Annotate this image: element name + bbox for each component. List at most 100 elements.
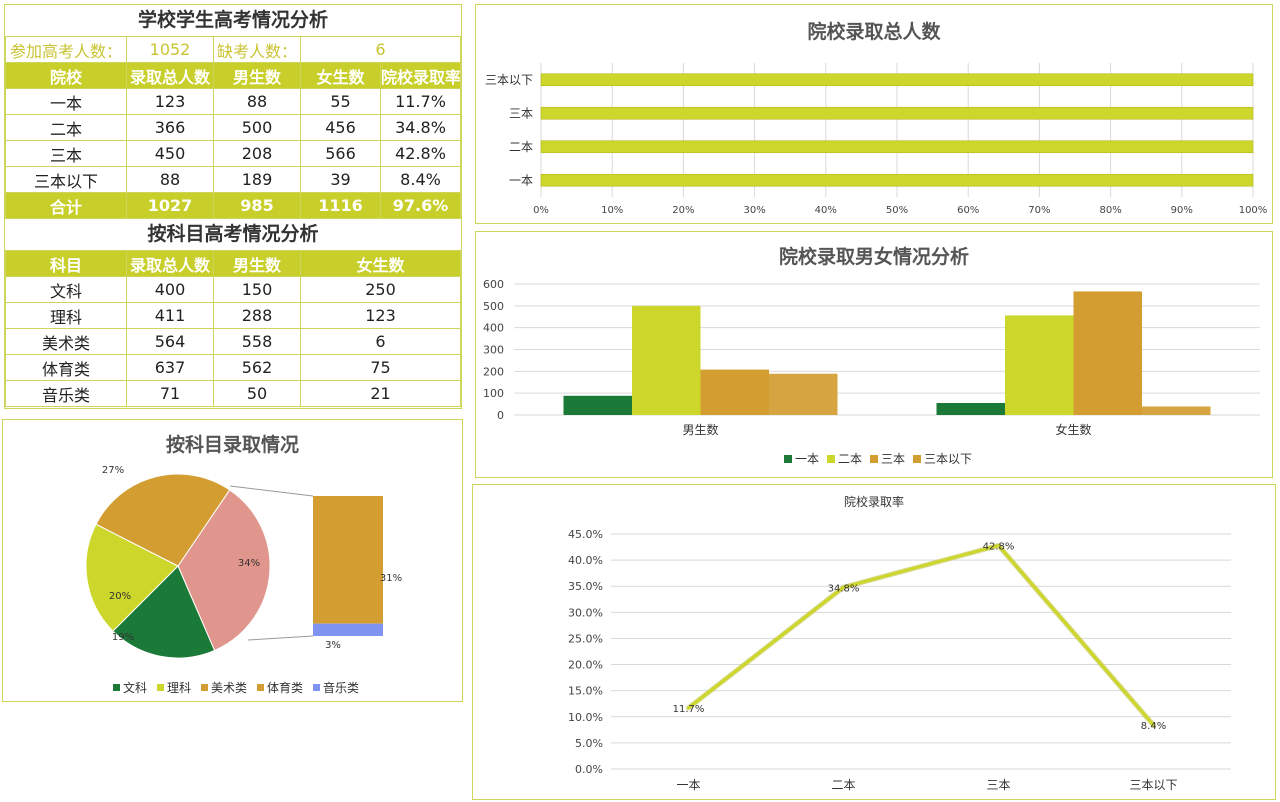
table-cell: 208 (213, 140, 301, 167)
total-cell: 97.6% (380, 192, 461, 219)
y-tick-label: 500 (483, 300, 504, 313)
legend-label: 三本以下 (924, 452, 972, 466)
col-header: 院校录取率 (380, 62, 461, 89)
pie-chart: 34% 19% 20% 27% 31% 3% 文科 理科 美术类 体育类 音乐类 (85, 465, 402, 695)
y-tick-label: 二本 (509, 140, 533, 154)
hbar (540, 140, 1254, 154)
x-tick-label: 0% (533, 205, 549, 216)
total-cell: 合计 (5, 192, 127, 219)
legend-label: 一本 (795, 452, 819, 466)
hbar-chart-title: 院校录取总人数 (807, 21, 941, 43)
column-chart-title: 院校录取男女情况分析 (778, 246, 969, 268)
hbar (540, 106, 1254, 120)
x-tick-label: 三本 (986, 778, 1010, 792)
column-bar (563, 395, 632, 415)
subject-table: 科目 录取总人数 男生数 女生数 文科 400 150 250 理科 411 2… (5, 250, 461, 407)
x-tick-label: 40% (815, 205, 837, 216)
table-cell: 88 (126, 166, 214, 193)
pie-slice (177, 489, 271, 652)
school-table: 参加高考人数： 1052 缺考人数： 6 院校 录取总人数 男生数 女生数 院校… (5, 36, 461, 219)
col-header: 男生数 (213, 62, 301, 89)
table-cell: 71 (126, 380, 214, 407)
x-tick-label: 10% (601, 205, 623, 216)
table-cell: 三本以下 (5, 166, 127, 193)
school-table-header: 院校 录取总人数 男生数 女生数 院校录取率 (5, 62, 461, 89)
y-tick-label: 三本以下 (485, 73, 533, 87)
table-cell: 6 (300, 328, 461, 355)
legend-label: 理科 (167, 681, 191, 695)
x-tick-label: 女生数 (1055, 422, 1091, 437)
table-row: 音乐类 71 50 21 (5, 380, 461, 407)
x-tick-label: 60% (957, 205, 979, 216)
y-tick-label: 20.0% (568, 659, 603, 672)
y-tick-label: 35.0% (568, 580, 603, 593)
y-tick-label: 0.0% (575, 763, 603, 776)
y-tick-label: 10.0% (568, 711, 603, 724)
data-label: 11.7% (673, 704, 705, 715)
table-cell: 文科 (5, 276, 127, 303)
column-bar (632, 305, 701, 415)
col-header: 女生数 (300, 62, 381, 89)
table-cell: 558 (213, 328, 301, 355)
table-cell: 音乐类 (5, 380, 127, 407)
table-cell: 8.4% (380, 166, 461, 193)
table-cell: 637 (126, 354, 214, 381)
table-row: 体育类 637 562 75 (5, 354, 461, 381)
hbar (540, 173, 1254, 187)
legend-swatch (113, 684, 120, 691)
bar-segment (313, 496, 383, 624)
y-tick-label: 200 (483, 365, 504, 378)
pie-chart-title: 按科目录取情况 (165, 434, 299, 456)
table-cell: 366 (126, 114, 214, 141)
total-cell: 985 (213, 192, 301, 219)
table-cell: 150 (213, 276, 301, 303)
table-cell: 564 (126, 328, 214, 355)
legend-swatch (313, 684, 320, 691)
table-cell: 566 (300, 140, 381, 167)
table-cell: 456 (300, 114, 381, 141)
x-tick-label: 90% (1171, 205, 1193, 216)
gender-analysis-panel: 院校录取男女情况分析 0 100 200 300 400 500 600 男生数 女生数 一本 二本… (475, 231, 1273, 478)
participants-value: 1052 (126, 36, 214, 63)
y-tick-label: 45.0% (568, 528, 603, 541)
total-cell: 1116 (300, 192, 381, 219)
table-cell: 562 (213, 354, 301, 381)
legend-swatch (784, 455, 792, 463)
y-tick-label: 400 (483, 322, 504, 335)
hbar (540, 73, 1254, 87)
data-label: 34.8% (828, 583, 860, 594)
table-cell: 123 (126, 88, 214, 115)
table-cell: 50 (213, 380, 301, 407)
connector-line (247, 635, 314, 641)
y-tick-label: 300 (483, 344, 504, 357)
table-cell: 250 (300, 276, 461, 303)
x-tick-label: 50% (886, 205, 908, 216)
column-bar (769, 373, 838, 415)
col-header: 科目 (5, 250, 127, 277)
table-cell: 39 (300, 166, 381, 193)
x-tick-label: 100% (1239, 205, 1268, 216)
legend-swatch (201, 684, 208, 691)
pie-slice (85, 523, 179, 632)
subject-pie-panel: 按科目录取情况 34% 19% 20% 27% 31% 3% 文科 理科 美术类 体育类 音乐类 (2, 419, 463, 702)
participants-row: 参加高考人数： 1052 缺考人数： 6 (5, 36, 461, 63)
line-chart: 0.0% 5.0% 10.0% 15.0% 20.0% 25.0% 30.0% 35.0% 40… (568, 528, 1231, 792)
table-cell: 288 (213, 302, 301, 329)
participants-label: 参加高考人数： (5, 36, 127, 63)
pie-data-label: 19% (112, 632, 134, 643)
table-cell: 42.8% (380, 140, 461, 167)
y-tick-label: 40.0% (568, 554, 603, 567)
table-cell: 400 (126, 276, 214, 303)
column-bar (700, 369, 769, 415)
y-tick-label: 5.0% (575, 737, 603, 750)
legend-label: 三本 (881, 452, 905, 466)
x-tick-label: 男生数 (682, 422, 718, 437)
pie-data-label: 27% (102, 465, 124, 476)
subject-table-header: 科目 录取总人数 男生数 女生数 (5, 250, 461, 277)
total-row: 合计 1027 985 1116 97.6% (5, 192, 461, 219)
x-tick-label: 三本以下 (1129, 778, 1177, 792)
table-row: 理科 411 288 123 (5, 302, 461, 329)
y-tick-label: 15.0% (568, 685, 603, 698)
bar-data-label: 3% (325, 640, 341, 651)
table-cell: 理科 (5, 302, 127, 329)
